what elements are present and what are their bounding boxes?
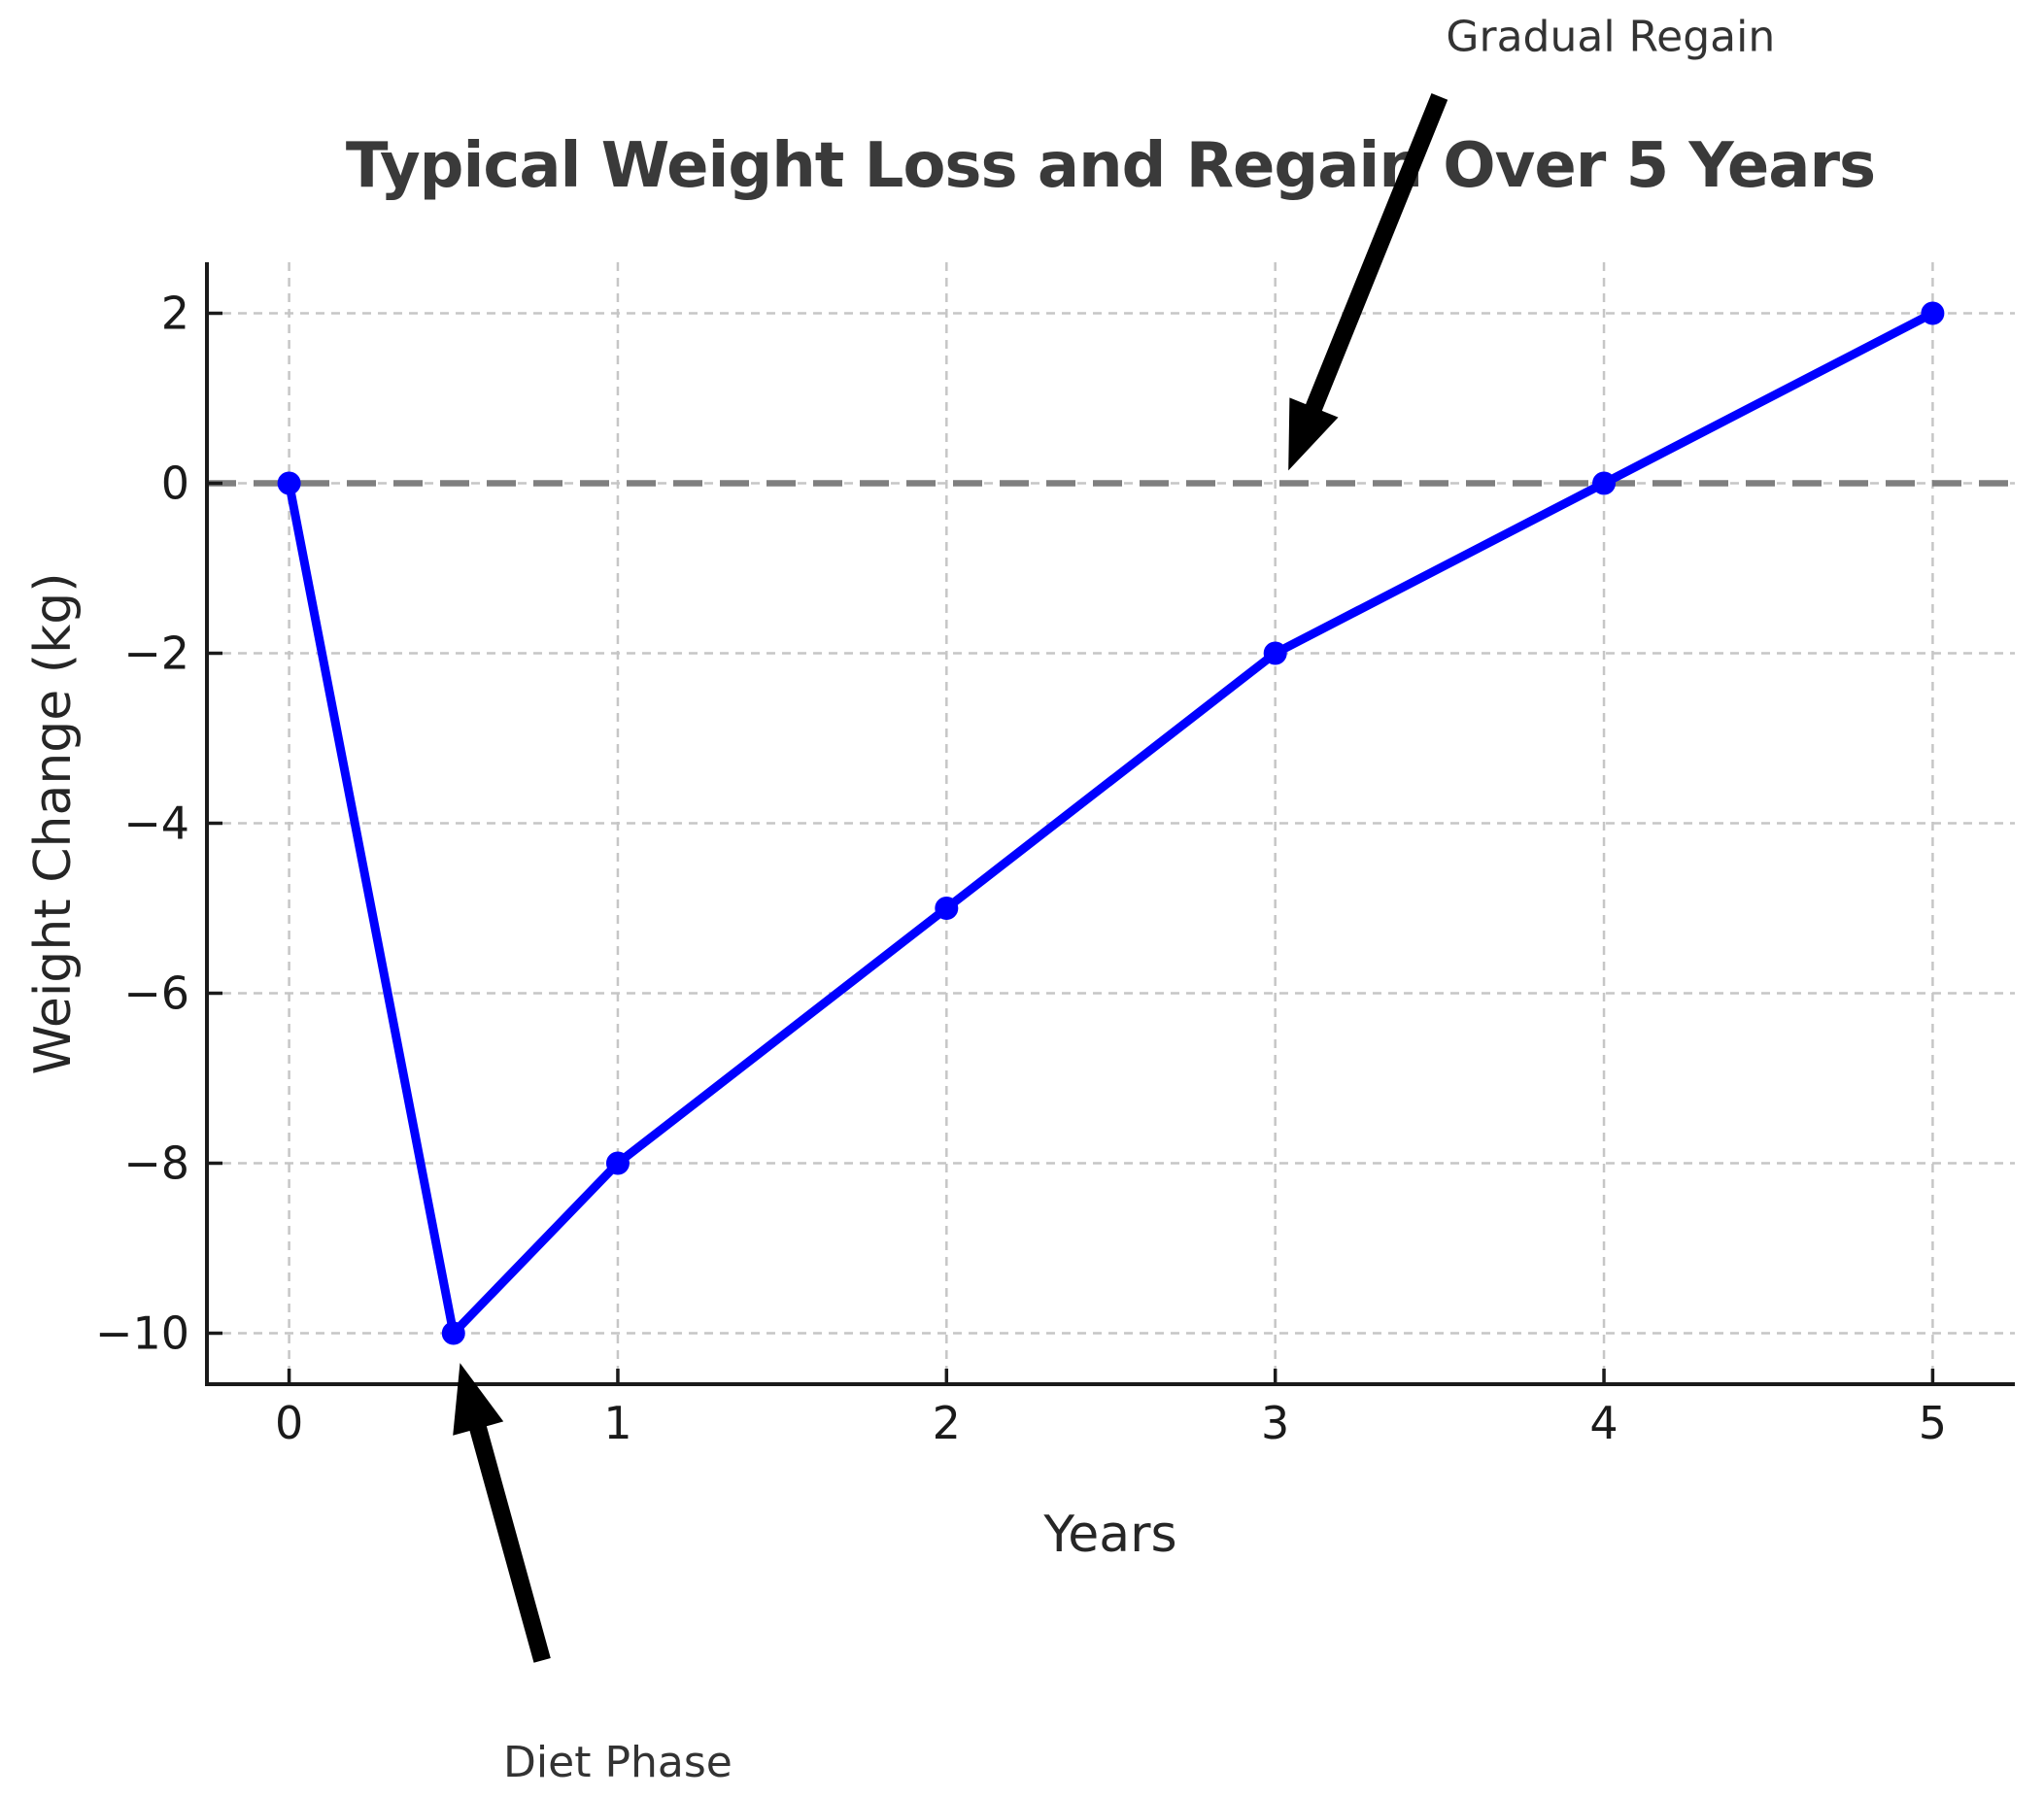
data-point-marker [441,1321,465,1345]
x-tick-label: 2 [933,1397,961,1449]
y-tick-label: −8 [123,1137,189,1190]
y-tick-label: −4 [123,797,189,850]
data-point-marker [1592,471,1617,495]
weight-line-series [277,301,1945,1345]
y-axis-label: Weight Change (kg) [24,572,83,1074]
y-tick-label: −6 [123,967,189,1020]
data-point-marker [1263,641,1287,665]
axis-ticks [207,311,1935,1384]
data-point-marker [605,1151,630,1175]
y-tick-label: −2 [123,628,189,680]
annotations: Gradual Regain Diet Phase [453,13,1775,1787]
gridlines [207,262,2015,1384]
data-point-marker [277,471,301,495]
y-tick-label: 2 [161,288,189,340]
x-tick-label: 5 [1919,1397,1947,1449]
x-axis-label: Years [1042,1506,1176,1564]
axis-tick-labels: 0 1 2 3 4 5 2 0 −2 −4 −6 −8 −10 [95,288,1947,1450]
x-tick-label: 4 [1589,1397,1618,1449]
annotation-gradual-regain: Gradual Regain [1446,13,1775,62]
chart-title: Typical Weight Loss and Regain Over 5 Ye… [346,130,1875,202]
data-point-marker [1921,301,1945,325]
x-tick-label: 3 [1261,1397,1289,1449]
annotation-arrow [1288,93,1448,471]
annotation-arrow [453,1363,551,1663]
y-tick-label: −10 [95,1307,189,1360]
x-tick-label: 1 [603,1397,631,1449]
x-tick-label: 0 [275,1397,303,1449]
data-point-marker [935,897,959,920]
y-tick-label: 0 [161,458,189,510]
annotation-diet-phase: Diet Phase [503,1738,732,1787]
